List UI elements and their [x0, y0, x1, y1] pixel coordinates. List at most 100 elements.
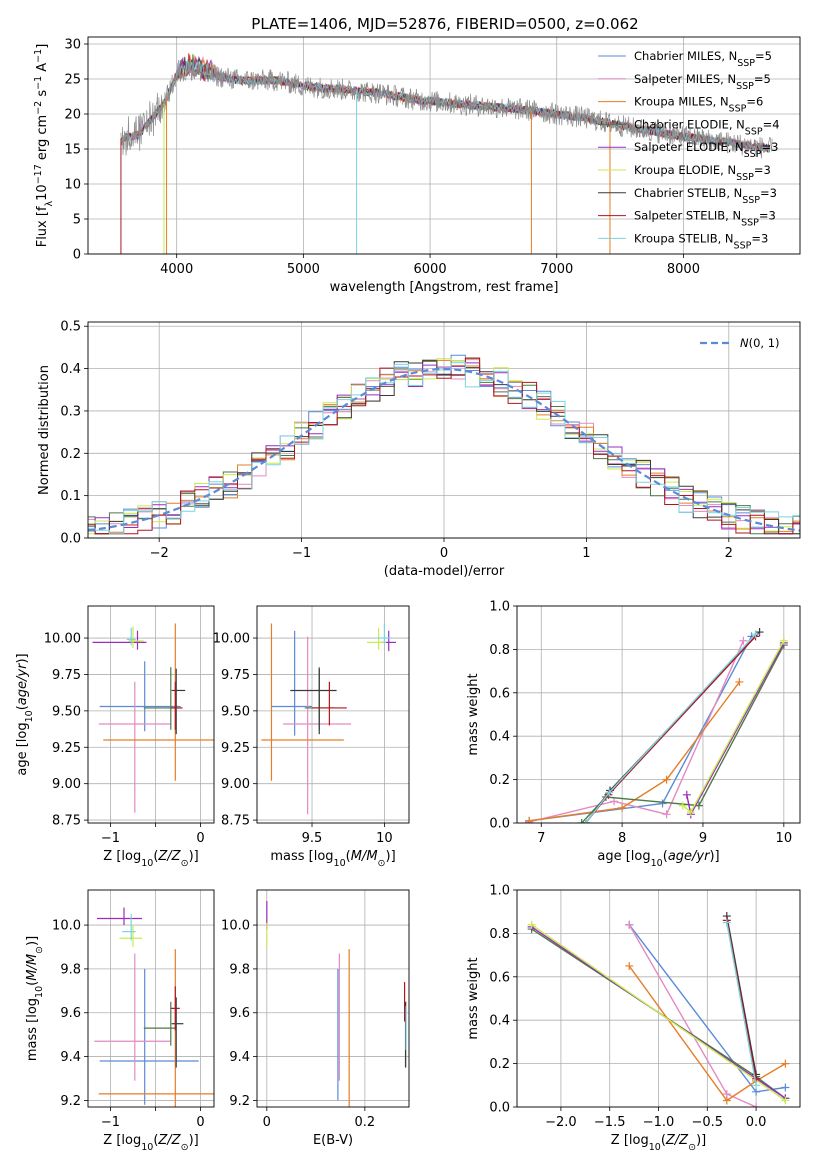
- x-tick-label: 6000: [414, 262, 447, 277]
- label-part: mass [log: [25, 998, 40, 1061]
- y-tick-label: 30: [64, 38, 81, 53]
- label-part: (: [663, 849, 668, 864]
- y-tick-label: 0.6: [489, 970, 510, 985]
- label-part: 10: [34, 986, 45, 998]
- mass-weight-line: [528, 640, 745, 823]
- y-tick-label: 0.0: [489, 817, 510, 832]
- label-part: Kroupa STELIB, N: [634, 231, 734, 245]
- x-tick-label: −0.5: [692, 1115, 724, 1130]
- y-tick-label: 9.75: [52, 668, 81, 683]
- x-tick-label: −1: [101, 1115, 120, 1130]
- mass-weight-marker: [577, 819, 586, 823]
- label-part: −1: [33, 49, 44, 63]
- label-part: =6: [746, 95, 763, 109]
- label-part: =4: [763, 117, 780, 131]
- legend-entry-label: Chabrier ELODIE, NSSP=4: [634, 117, 780, 137]
- y-tick-label: 20: [64, 108, 81, 123]
- mass-weight-line: [531, 924, 786, 1102]
- mass-weight-marker: [779, 636, 788, 645]
- x-tick-label: 9: [699, 831, 707, 846]
- axes-frame: [87, 36, 801, 255]
- gaussian-reference-curve: [88, 367, 800, 532]
- y-tick-label: 0.0: [60, 532, 81, 547]
- y-tick-label: 9.2: [60, 1094, 81, 1109]
- x-axis-label: Z [log10(Z/Z⊙)]: [103, 849, 198, 869]
- residual-histogram-step: [88, 360, 800, 535]
- mass-weight-marker: [781, 1083, 790, 1092]
- legend-entry-label: Chabrier STELIB, NSSP=3: [634, 186, 777, 206]
- y-tick-label: 0.4: [60, 362, 81, 377]
- age-vs-Z-plot-area: [92, 623, 214, 813]
- y-tick-label: 10.00: [213, 632, 250, 647]
- label-part: )]: [189, 849, 199, 864]
- label-part: =3: [761, 140, 778, 154]
- label-part: −1: [33, 76, 44, 90]
- y-tick-label: 9.6: [229, 1006, 250, 1021]
- x-tick-label: −1.0: [643, 1115, 675, 1130]
- label-part: SSP: [741, 217, 759, 228]
- y-tick-label: 1.0: [489, 600, 510, 615]
- y-tick-label: 9.00: [52, 777, 81, 792]
- x-axis-label: Z [log10(Z/Z⊙)]: [103, 1133, 198, 1153]
- y-tick-label: 9.00: [221, 777, 250, 792]
- y-tick-label: 9.2: [229, 1094, 250, 1109]
- spectrum-panel: 4000 5000 6000 7000 8000 0 5 10 15 20 25 30 waveleng…: [33, 36, 801, 295]
- x-tick-label: 4000: [160, 262, 193, 277]
- label-part: ⊙: [181, 1142, 189, 1153]
- mass-weight-marker: [686, 808, 695, 817]
- axes-frame: [87, 321, 801, 539]
- label-part: (: [15, 705, 30, 710]
- label-part: )]: [25, 936, 40, 946]
- y-axis-label: mass [log10(M/M⊙)]: [25, 936, 45, 1061]
- label-part: mass [log: [270, 849, 333, 864]
- y-tick-label: 9.25: [221, 741, 250, 756]
- label-part: SSP: [744, 149, 762, 160]
- x-tick-label: 0: [196, 1115, 204, 1130]
- mass-weight-marker: [527, 920, 536, 929]
- mass-vs-Z-plot-area: [94, 907, 214, 1107]
- y-tick-label: 9.25: [52, 741, 81, 756]
- label-part: SSP: [737, 58, 755, 69]
- x-tick-label: 8000: [667, 262, 700, 277]
- label-part: Chabrier ELODIE, N: [634, 117, 745, 131]
- mass-weight-line: [726, 915, 757, 1075]
- label-part: ⊙: [688, 1142, 696, 1153]
- label-part: SSP: [742, 194, 760, 205]
- y-tick-label: 15: [64, 143, 81, 158]
- axes-frame: [256, 605, 410, 824]
- label-part: )]: [696, 1133, 706, 1148]
- label-part: Salpeter STELIB, N: [634, 209, 741, 223]
- label-part: erg cm: [35, 115, 50, 164]
- label-part: 10: [35, 184, 50, 201]
- label-part: Z/Z: [665, 1133, 689, 1148]
- y-tick-label: 10.0: [52, 919, 81, 934]
- mass-weight-marker: [658, 799, 667, 808]
- x-axis-label: Z [log10(Z/Z⊙)]: [611, 1133, 706, 1153]
- label-part: ⊙: [34, 946, 45, 954]
- mass-weight-marker: [625, 961, 634, 970]
- label-part: SSP: [729, 103, 747, 114]
- y-tick-label: 0.4: [489, 730, 510, 745]
- label-part: s: [35, 90, 50, 101]
- y-tick-label: 0.3: [60, 404, 81, 419]
- x-tick-label: 10: [776, 831, 793, 846]
- figure-title: PLATE=1406, MJD=52876, FIBERID=0500, z=0…: [251, 15, 638, 33]
- y-tick-label: 9.6: [60, 1006, 81, 1021]
- y-tick-label: 25: [64, 73, 81, 88]
- weight-vs-age-plot-area: [525, 628, 788, 823]
- y-tick-label: 0.2: [489, 773, 510, 788]
- mass-weight-marker: [662, 810, 671, 819]
- mass-weight-marker: [781, 1096, 790, 1105]
- label-part: (0, 1): [749, 336, 780, 350]
- mass-weight-line: [529, 636, 753, 822]
- x-axis-label: E(B-V): [313, 1133, 353, 1148]
- label-part: )]: [15, 653, 30, 663]
- mass-weight-marker: [581, 819, 590, 823]
- label-part: Normed distribution: [37, 365, 52, 495]
- x-tick-label: −2.0: [545, 1115, 577, 1130]
- y-tick-label: 9.4: [60, 1050, 81, 1065]
- x-tick-label: −1: [101, 831, 120, 846]
- x-axis-label: wavelength [Angstrom, rest frame]: [330, 280, 559, 295]
